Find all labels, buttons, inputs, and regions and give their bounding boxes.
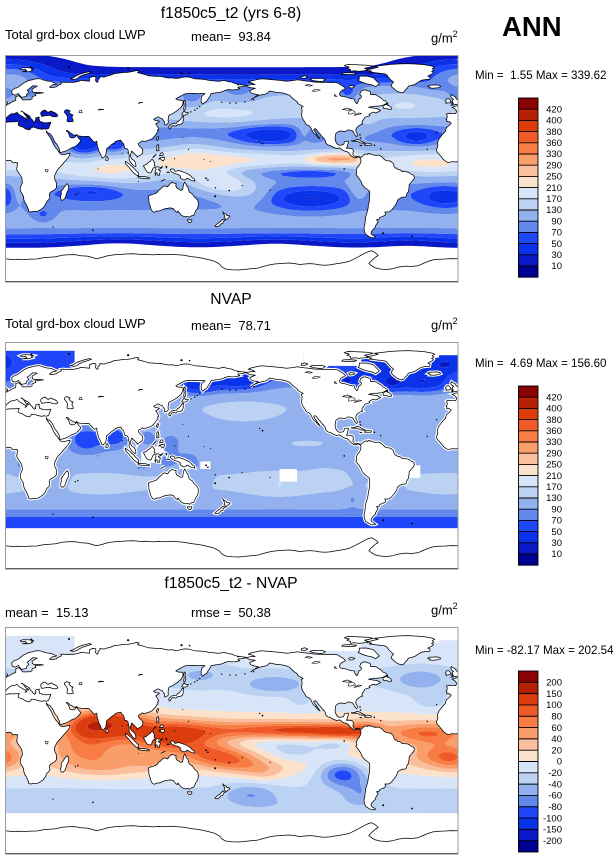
svg-text:-150: -150 [543, 825, 562, 836]
svg-text:90: 90 [551, 216, 562, 227]
svg-text:210: 210 [546, 183, 562, 194]
svg-text:330: 330 [546, 149, 562, 160]
svg-text:10: 10 [551, 261, 562, 272]
svg-text:150: 150 [546, 689, 562, 700]
svg-text:-60: -60 [548, 791, 562, 802]
svg-text:80: 80 [551, 711, 562, 722]
svg-text:70: 70 [551, 515, 562, 526]
svg-text:30: 30 [551, 250, 562, 261]
svg-text:380: 380 [546, 414, 562, 425]
svg-text:20: 20 [551, 745, 562, 756]
svg-text:50: 50 [551, 526, 562, 537]
svg-text:170: 170 [546, 194, 562, 205]
svg-text:170: 170 [546, 482, 562, 493]
svg-text:-40: -40 [548, 779, 562, 790]
svg-text:-20: -20 [548, 768, 562, 779]
svg-text:420: 420 [546, 104, 562, 115]
svg-text:30: 30 [551, 538, 562, 549]
svg-text:130: 130 [546, 205, 562, 216]
svg-text:40: 40 [551, 734, 562, 745]
svg-text:290: 290 [546, 160, 562, 171]
svg-text:-200: -200 [543, 836, 562, 847]
svg-text:420: 420 [546, 392, 562, 403]
svg-text:100: 100 [546, 700, 562, 711]
svg-text:250: 250 [546, 459, 562, 470]
svg-text:10: 10 [551, 549, 562, 560]
svg-text:50: 50 [551, 239, 562, 250]
svg-text:-100: -100 [543, 813, 562, 824]
svg-text:200: 200 [546, 678, 562, 689]
svg-text:0: 0 [557, 757, 562, 768]
svg-text:-80: -80 [548, 802, 562, 813]
svg-text:400: 400 [546, 116, 562, 127]
svg-text:250: 250 [546, 172, 562, 183]
svg-text:400: 400 [546, 403, 562, 414]
svg-text:360: 360 [546, 426, 562, 437]
svg-text:360: 360 [546, 138, 562, 149]
svg-text:130: 130 [546, 493, 562, 504]
svg-text:210: 210 [546, 470, 562, 481]
svg-text:290: 290 [546, 448, 562, 459]
svg-text:380: 380 [546, 127, 562, 138]
svg-text:60: 60 [551, 723, 562, 734]
svg-text:90: 90 [551, 504, 562, 515]
svg-text:70: 70 [551, 228, 562, 239]
svg-text:330: 330 [546, 437, 562, 448]
